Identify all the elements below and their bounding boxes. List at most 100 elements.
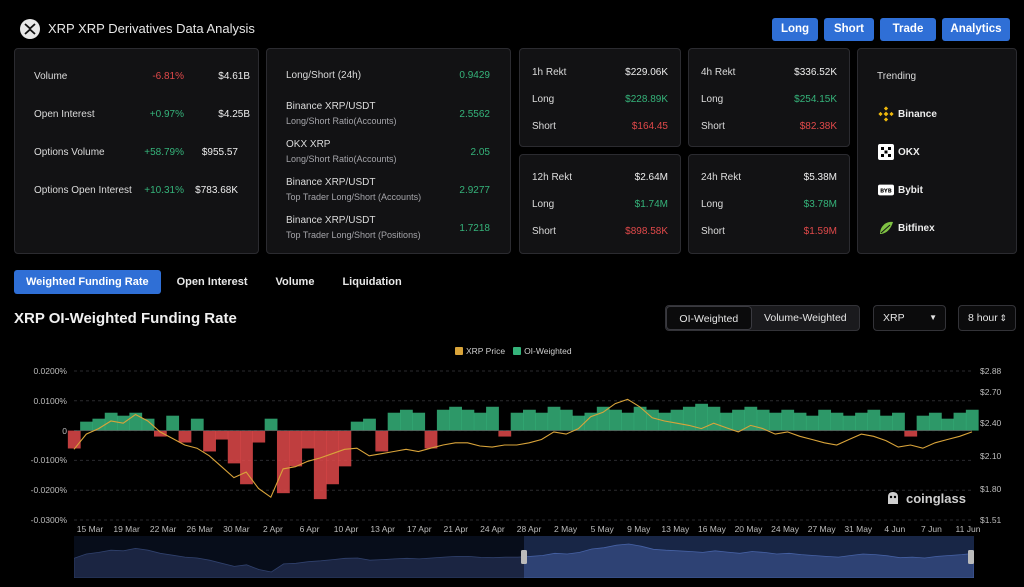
- x-tick: 4 Jun: [884, 524, 906, 534]
- oi-weighted-bar: [609, 409, 622, 431]
- legend-item-price[interactable]: XRP Price: [455, 346, 505, 356]
- rekt-long: $254.15K: [794, 94, 837, 105]
- legend-swatch: [455, 347, 463, 355]
- tab-weighted-funding-rate[interactable]: Weighted Funding Rate: [14, 270, 161, 294]
- legend-item-oi-weighted[interactable]: OI-Weighted: [513, 346, 572, 356]
- oi-weighted-bar: [449, 406, 462, 431]
- oi-weighted-bar: [80, 421, 93, 431]
- overview-label: Open Interest: [34, 109, 95, 120]
- y-tick-right: $1.80: [980, 484, 1002, 494]
- y-tick-right: $1.51: [980, 515, 1002, 525]
- x-tick: 28 Apr: [516, 524, 542, 534]
- oi-weighted-bar: [424, 430, 438, 449]
- rekt-card-1h: 1h Rekt $229.06K Long $228.89K Short $16…: [519, 48, 681, 147]
- oi-weighted-bar: [633, 406, 647, 431]
- trending-item-bitfinex[interactable]: Bitfinex: [878, 220, 935, 236]
- analytics-button[interactable]: Analytics: [942, 18, 1010, 41]
- long-button[interactable]: Long: [772, 18, 818, 41]
- oi-weighted-bar: [572, 415, 586, 431]
- bitfinex-icon: [878, 220, 894, 236]
- tab-liquidation[interactable]: Liquidation: [342, 276, 402, 288]
- navigator-preview: [73, 536, 975, 579]
- xrp-logo-icon: [20, 19, 40, 39]
- oi-weighted-bar: [486, 406, 499, 431]
- oi-weighted-bar: [153, 430, 167, 437]
- rekt-card-4h: 4h Rekt $336.52K Long $254.15K Short $82…: [688, 48, 850, 147]
- oi-weighted-bar: [756, 409, 770, 431]
- legend-swatch: [513, 347, 522, 355]
- oi-weighted-bar: [916, 415, 930, 431]
- oi-weighted-bar: [215, 430, 229, 440]
- oi-weighted-bar: [412, 412, 426, 431]
- oi-weighted-bar: [338, 430, 352, 467]
- ratio-value: 2.5562: [459, 109, 490, 120]
- oi-weighted-bar: [252, 430, 266, 443]
- oi-weighted-bar: [646, 409, 659, 431]
- binance-icon: [878, 106, 894, 122]
- short-button[interactable]: Short: [824, 18, 874, 41]
- overview-label: Volume: [34, 71, 68, 82]
- weighting-toggle: OI-Weighted Volume-Weighted: [665, 305, 860, 331]
- trending-item-bybit[interactable]: BYB Bybit: [878, 182, 923, 198]
- x-tick: 5 May: [590, 524, 614, 534]
- oi-weighted-bar: [842, 415, 856, 431]
- header: XRP XRP Derivatives Data Analysis Long S…: [20, 18, 1010, 42]
- ratio-label: Long/Short (24h): [286, 70, 362, 81]
- navigator-handle[interactable]: [521, 550, 527, 564]
- rekt-long-label: Long: [701, 94, 724, 105]
- overview-change: -6.81%: [152, 71, 184, 82]
- ratio-label: OKX XRP: [286, 139, 331, 150]
- y-tick-left: -0.0300%: [30, 515, 67, 525]
- chart-title: XRP OI-Weighted Funding Rate: [14, 310, 237, 327]
- oi-weighted-bar: [547, 406, 561, 431]
- tab-open-interest[interactable]: Open Interest: [176, 276, 248, 288]
- ratio-sublabel: Top Trader Long/Short (Accounts): [286, 192, 422, 202]
- volume-weighted-toggle[interactable]: Volume-Weighted: [763, 312, 847, 324]
- rekt-card-12h: 12h Rekt $2.64M Long $1.74M Short $898.5…: [519, 154, 681, 254]
- x-tick: 7 Jun: [921, 524, 942, 534]
- y-tick-right: $2.40: [980, 418, 1002, 428]
- x-tick: 6 Apr: [299, 524, 320, 534]
- range-navigator[interactable]: [73, 536, 975, 579]
- trending-title: Trending: [877, 71, 917, 82]
- navigator-handle[interactable]: [968, 550, 974, 564]
- overview-value: $955.57: [201, 147, 238, 158]
- oi-weighted-bar: [129, 412, 143, 431]
- rekt-total: $229.06K: [625, 67, 668, 78]
- caret-down-icon: ▼: [929, 313, 937, 322]
- ratio-sublabel: Long/Short Ratio(Accounts): [286, 116, 397, 126]
- trending-item-okx[interactable]: OKX: [878, 144, 920, 160]
- asset-select[interactable]: XRP ▼: [873, 305, 946, 331]
- oi-weighted-bar: [510, 412, 524, 431]
- x-tick: 31 May: [844, 524, 873, 534]
- coinglass-logo-icon: [888, 492, 898, 504]
- x-tick: 10 Apr: [333, 524, 359, 534]
- overview-label: Options Open Interest: [34, 185, 132, 196]
- trending-item-binance[interactable]: Binance: [878, 106, 937, 122]
- ratio-value: 2.9277: [459, 185, 490, 196]
- okx-icon: [878, 144, 894, 160]
- overview-value: $4.25B: [218, 109, 250, 120]
- oi-weighted-bar: [240, 430, 253, 485]
- tab-volume[interactable]: Volume: [275, 276, 315, 288]
- trending-item-label: OKX: [898, 146, 920, 158]
- oi-weighted-bar: [166, 415, 180, 431]
- ratio-label: Binance XRP/USDT: [286, 101, 376, 112]
- oi-weighted-bar: [498, 430, 512, 437]
- oi-weighted-bar: [301, 430, 315, 449]
- oi-weighted-bar: [227, 430, 241, 464]
- oi-weighted-toggle[interactable]: OI-Weighted: [666, 306, 752, 330]
- oi-weighted-bar: [695, 403, 709, 431]
- rekt-period: 1h Rekt: [532, 67, 567, 78]
- rekt-short-label: Short: [701, 121, 725, 132]
- trade-button[interactable]: Trade: [880, 18, 936, 41]
- interval-select[interactable]: 8 hour ⇕: [958, 305, 1016, 331]
- overview-card: Volume -6.81% $4.61B Open Interest +0.97…: [14, 48, 259, 254]
- x-tick: 2 May: [554, 524, 578, 534]
- legend-label: OI-Weighted: [524, 346, 572, 356]
- oi-weighted-bar: [399, 409, 413, 431]
- oi-weighted-bar: [473, 412, 487, 431]
- oi-weighted-bar: [264, 418, 278, 431]
- y-tick-left: -0.0100%: [30, 455, 67, 466]
